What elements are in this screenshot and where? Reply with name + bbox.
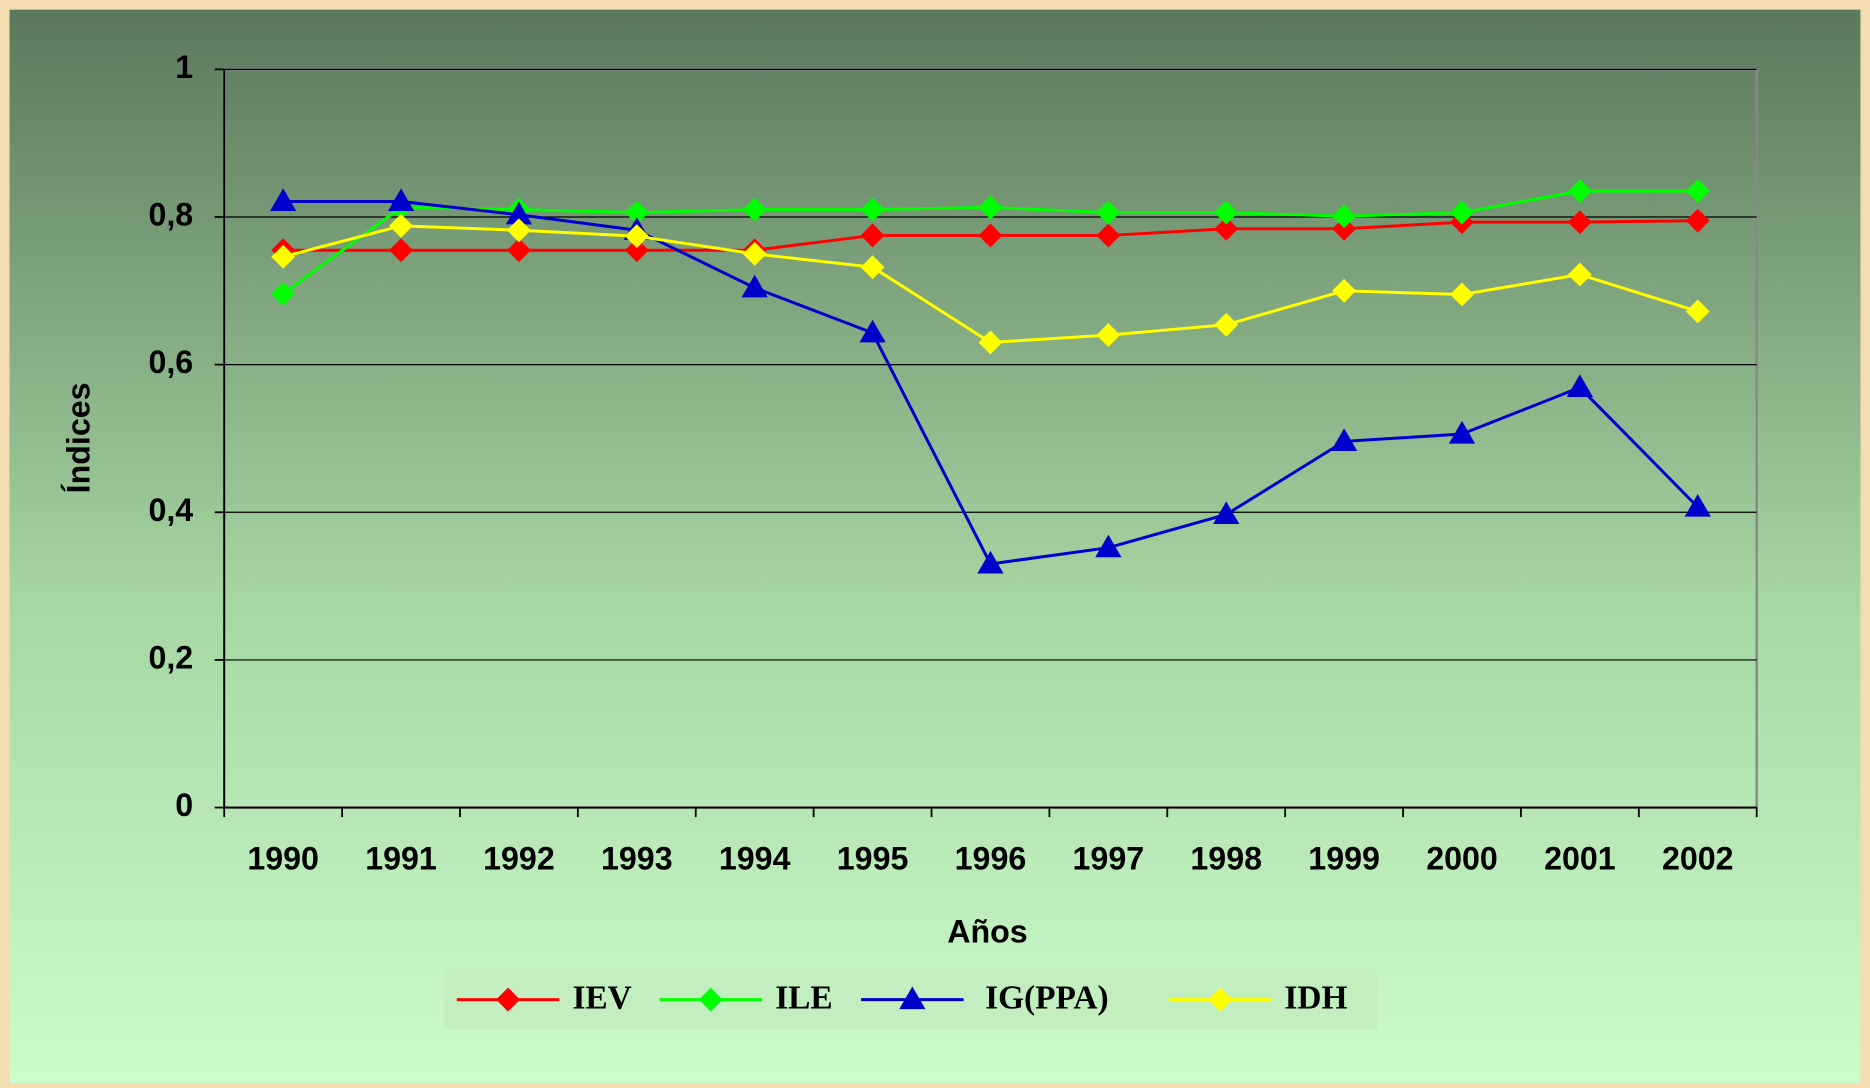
- x-tick-label: 1991: [365, 841, 437, 877]
- x-tick-label: 2000: [1426, 841, 1498, 877]
- data-point: [1096, 200, 1121, 225]
- data-point: [1448, 420, 1476, 444]
- legend-label: IDH: [1284, 979, 1347, 1016]
- x-tick-label: 1999: [1308, 841, 1380, 877]
- data-point: [624, 200, 649, 225]
- data-point: [742, 197, 767, 222]
- data-point: [1214, 200, 1239, 225]
- legend-label: IEV: [572, 979, 631, 1016]
- y-tick-label: 0,6: [148, 344, 193, 380]
- y-tick-label: 0,8: [148, 196, 193, 232]
- data-point: [978, 195, 1003, 220]
- data-point: [270, 188, 297, 212]
- x-tick-label: 1994: [719, 841, 791, 877]
- data-point: [506, 238, 531, 263]
- x-tick-label: 2002: [1662, 841, 1734, 877]
- data-point: [387, 188, 415, 212]
- data-point: [389, 213, 413, 238]
- legend-marker: [698, 987, 723, 1012]
- data-point: [1096, 323, 1121, 348]
- data-point: [624, 238, 649, 263]
- data-point: [271, 281, 296, 306]
- data-point: [1213, 501, 1240, 525]
- data-point: [505, 201, 533, 225]
- legend-marker: [1208, 987, 1232, 1012]
- data-point: [860, 223, 885, 248]
- legend-label: ILE: [775, 979, 833, 1016]
- x-tick-label: 1996: [955, 841, 1027, 877]
- data-point: [1567, 262, 1592, 287]
- y-tick-label: 0: [175, 787, 193, 823]
- data-point: [1096, 223, 1121, 248]
- data-point: [1332, 278, 1357, 303]
- y-tick-label: 0,2: [148, 639, 193, 675]
- x-axis-title: Años: [947, 913, 1027, 949]
- x-tick-label: 2001: [1544, 841, 1616, 877]
- data-point: [1332, 216, 1357, 241]
- data-point: [742, 241, 767, 266]
- data-point: [1214, 216, 1239, 241]
- data-point: [859, 319, 886, 343]
- y-axis-title: Índices: [61, 382, 97, 493]
- data-point: [1685, 179, 1710, 204]
- data-point: [860, 197, 885, 222]
- data-point: [1450, 200, 1474, 225]
- legend-marker: [899, 986, 926, 1010]
- data-point: [1567, 179, 1592, 204]
- data-point: [271, 244, 296, 269]
- legend-label: IG(PPA): [985, 979, 1109, 1016]
- data-point: [1330, 428, 1358, 451]
- background: [9, 9, 1861, 1084]
- x-tick-label: 1997: [1073, 841, 1145, 877]
- data-point: [978, 330, 1003, 355]
- data-point: [1095, 534, 1122, 558]
- x-tick-label: 1995: [837, 841, 909, 877]
- data-point: [1332, 204, 1357, 229]
- data-point: [1685, 299, 1710, 324]
- data-point: [978, 223, 1003, 248]
- legend-marker: [496, 987, 520, 1012]
- data-point: [506, 218, 531, 243]
- x-tick-label: 1998: [1190, 841, 1262, 877]
- data-point: [1684, 493, 1711, 517]
- data-point: [741, 274, 768, 298]
- data-point: [860, 255, 885, 280]
- x-tick-label: 1992: [483, 841, 555, 877]
- data-point: [389, 238, 413, 263]
- data-point: [624, 224, 649, 249]
- data-point: [1567, 210, 1592, 235]
- data-point: [977, 550, 1004, 574]
- x-tick-label: 1993: [601, 841, 673, 877]
- data-point: [1685, 208, 1710, 233]
- y-tick-label: 0,4: [148, 492, 193, 528]
- data-point: [1214, 312, 1239, 337]
- x-tick-label: 1990: [247, 841, 319, 877]
- data-point: [1566, 374, 1593, 398]
- y-tick-label: 1: [175, 49, 193, 85]
